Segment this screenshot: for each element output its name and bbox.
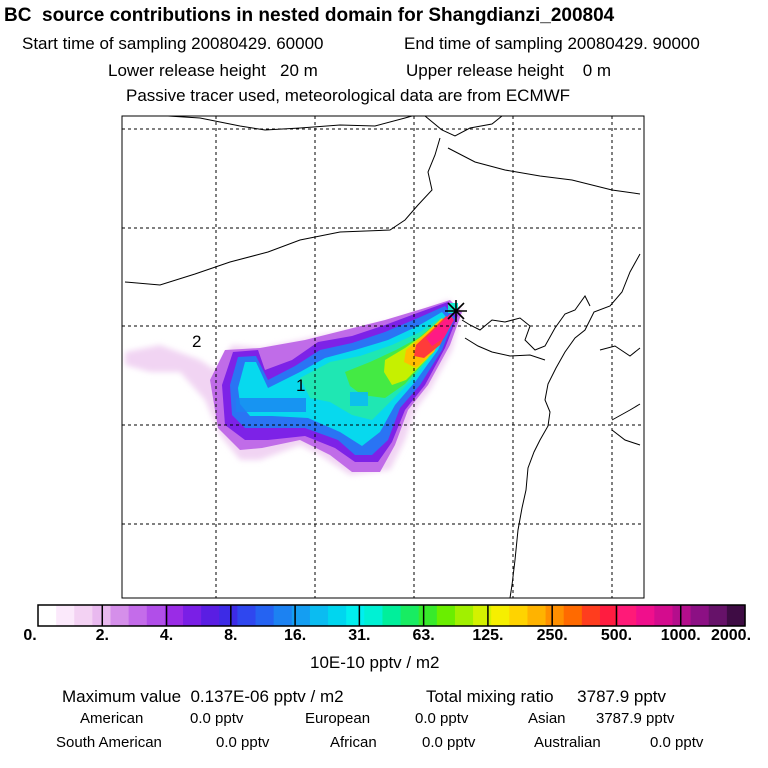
colorbar-cell (364, 605, 384, 626)
colorbar-cell (563, 605, 583, 626)
colorbar-cell (473, 605, 492, 626)
colorbar-cell (454, 605, 474, 626)
colorbar-cell (309, 605, 329, 626)
colorbar-cell (400, 605, 420, 626)
start-time: Start time of sampling 20080429. 60000 (22, 34, 324, 53)
source-region-label: European (305, 710, 371, 727)
source-region-label: Asian (528, 710, 566, 727)
plot-title: BC source contributions in nested domain… (4, 5, 615, 26)
colorbar-tick-label: 1000. (660, 627, 701, 644)
receptor-marker (445, 300, 467, 322)
source-region-value: 0.0 pptv (422, 734, 476, 751)
colorbar-cell (201, 605, 220, 626)
colorbar-cell (328, 605, 347, 626)
region-label-1: 1 (296, 376, 305, 395)
colorbar-cell (672, 605, 692, 626)
colorbar-units: 10E-10 pptv / m2 (310, 653, 440, 672)
source-region-value: 0.0 pptv (216, 734, 270, 751)
colorbar-cell (382, 605, 402, 626)
colorbar-cell (291, 605, 311, 626)
region-label-2: 2 (192, 332, 201, 351)
source-region-value: 3787.9 pptv (596, 710, 675, 727)
colorbar-cell (636, 605, 655, 626)
colorbar-cell (255, 605, 275, 626)
colorbar-cell (436, 605, 456, 626)
colorbar-cell (708, 605, 728, 626)
colorbar-tick-label: 2000. (710, 627, 752, 644)
colorbar-tick-label: 63. (412, 627, 435, 644)
lower-release-height: Lower release height 20 m (108, 61, 318, 80)
colorbar-cell (146, 605, 166, 626)
map-frame (121, 115, 645, 599)
colorbar (37, 604, 746, 627)
colorbar-cell (581, 605, 601, 626)
coastlines-borders (124, 116, 641, 598)
colorbar-cell (690, 605, 710, 626)
colorbar-cell (599, 605, 619, 626)
colorbar-cell (56, 605, 75, 626)
source-region-label: American (80, 710, 144, 727)
colorbar-cell (219, 605, 239, 626)
colorbar-cell (273, 605, 293, 626)
colorbar-cell (491, 605, 510, 626)
source-region-label: Australian (534, 734, 601, 751)
source-region-label: South American (56, 734, 162, 751)
colorbar-tick-label: 8. (224, 627, 238, 644)
colorbar-tick-label: 250. (536, 627, 568, 644)
source-region-value: 0.0 pptv (415, 710, 469, 727)
source-region-value: 0.0 pptv (190, 710, 244, 727)
colorbar-tick-label: 16. (283, 627, 307, 644)
colorbar-tick-label: 4. (159, 627, 174, 644)
map-panel: 1 2 (121, 115, 645, 599)
colorbar-cell (527, 605, 547, 626)
colorbar-cell (418, 605, 438, 626)
colorbar-cell (164, 605, 184, 626)
plume-field (125, 300, 462, 475)
tracer-note: Passive tracer used, meteorological data… (126, 86, 571, 105)
colorbar-tick-label: 125. (472, 627, 504, 644)
colorbar-frame (37, 604, 746, 627)
colorbar-cell (237, 605, 257, 626)
upper-release-height: Upper release height 0 m (406, 61, 612, 80)
colorbar-tick-label: 31. (348, 627, 371, 644)
end-time: End time of sampling 20080429. 90000 (404, 34, 700, 53)
source-region-value: 0.0 pptv (650, 734, 704, 751)
colorbar-cell (183, 605, 202, 626)
colorbar-tick-label: 2. (95, 627, 109, 644)
total-mixing-ratio: Total mixing ratio 3787.9 pptv (426, 687, 667, 706)
colorbar-cell (38, 605, 57, 626)
maximum-value: Maximum value 0.137E-06 pptv / m2 (62, 687, 344, 706)
colorbar-cell (726, 605, 746, 626)
colorbar-cell (618, 605, 637, 626)
colorbar-cell (346, 605, 365, 626)
colorbar-cell (509, 605, 529, 626)
colorbar-tick-label: 500. (600, 627, 633, 644)
colorbar-cell (654, 605, 674, 626)
source-region-label: African (330, 734, 377, 751)
colorbar-cell (74, 605, 93, 626)
lat-lon-grid (122, 116, 644, 598)
colorbar-cell (545, 605, 565, 626)
colorbar-cell (110, 605, 130, 626)
colorbar-cell (128, 605, 148, 626)
colorbar-tick-label: 0. (23, 627, 37, 644)
